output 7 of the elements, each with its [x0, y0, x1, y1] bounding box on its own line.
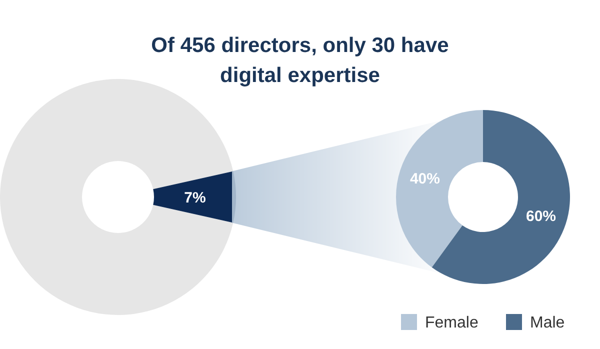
data-label: 60% — [526, 208, 556, 226]
donut-slice — [396, 110, 483, 268]
data-label: 40% — [410, 170, 440, 188]
legend-label: Male — [530, 314, 565, 332]
data-label: 7% — [184, 189, 206, 206]
legend-label: Female — [425, 314, 478, 332]
text: Of 456 directors, only 30 have digital expertise — [151, 34, 449, 87]
